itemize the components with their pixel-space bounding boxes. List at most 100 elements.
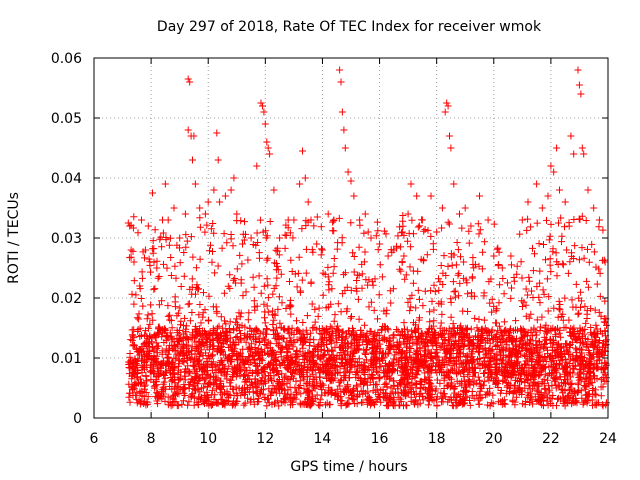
data-point: [488, 308, 496, 316]
data-point: [146, 261, 154, 269]
data-point: [526, 399, 534, 406]
data-point: [398, 229, 406, 237]
data-point: [144, 311, 152, 319]
data-point: [426, 380, 434, 388]
data-point: [550, 168, 558, 176]
data-point: [400, 319, 408, 327]
data-point: [135, 310, 143, 318]
data-point: [424, 395, 432, 402]
data-point: [199, 339, 207, 347]
data-point: [248, 346, 256, 354]
data-point: [209, 220, 217, 227]
data-point: [162, 234, 170, 241]
data-point: [162, 348, 170, 356]
data-point: [292, 358, 299, 366]
data-point: [241, 399, 249, 407]
data-point: [394, 361, 402, 369]
data-point: [256, 216, 264, 224]
data-point: [455, 292, 463, 300]
data-point: [296, 180, 304, 188]
data-point: [374, 315, 381, 323]
data-point: [151, 383, 159, 391]
data-point: [470, 264, 478, 272]
data-point: [170, 391, 178, 399]
data-point: [540, 290, 548, 298]
data-point: [220, 230, 228, 238]
data-point: [580, 150, 588, 158]
data-point: [337, 308, 345, 316]
data-point: [137, 295, 145, 302]
data-point: [328, 324, 336, 332]
data-point: [473, 324, 481, 332]
data-point: [266, 150, 274, 158]
data-point: [222, 320, 230, 328]
data-point: [591, 306, 599, 314]
data-point: [263, 232, 271, 240]
data-point: [601, 297, 609, 305]
data-point: [147, 338, 155, 346]
data-point: [455, 269, 463, 277]
data-point: [324, 263, 332, 271]
data-point: [311, 305, 319, 313]
data-point: [242, 338, 250, 346]
data-point: [171, 303, 179, 311]
data-point: [347, 219, 355, 227]
data-point: [196, 301, 204, 308]
data-point: [534, 380, 542, 388]
data-point: [380, 336, 388, 344]
data-point: [545, 293, 553, 301]
data-point: [330, 263, 338, 271]
data-point: [376, 261, 384, 269]
data-point: [210, 186, 218, 194]
data-point: [279, 335, 287, 343]
data-point: [331, 311, 339, 319]
data-point: [567, 132, 575, 140]
data-point: [272, 282, 280, 290]
data-point: [499, 345, 507, 353]
data-point: [382, 359, 390, 367]
data-point: [404, 237, 412, 245]
data-point: [240, 236, 248, 244]
data-point: [196, 350, 204, 358]
data-point: [347, 314, 355, 322]
data-point: [138, 274, 146, 282]
data-point: [447, 250, 455, 258]
data-point: [498, 343, 506, 351]
data-point: [484, 401, 492, 409]
data-point: [208, 386, 216, 394]
data-point: [333, 369, 341, 377]
data-point: [542, 321, 550, 329]
data-point: [316, 366, 324, 374]
data-point: [261, 319, 269, 327]
data-point: [308, 300, 316, 308]
data-point: [515, 389, 523, 397]
data-point: [603, 399, 610, 407]
data-point: [302, 380, 310, 388]
data-point: [448, 261, 456, 269]
data-point: [597, 312, 605, 320]
data-point: [533, 219, 541, 227]
data-point: [289, 343, 297, 351]
data-point: [266, 361, 274, 368]
data-point: [146, 320, 154, 328]
data-point: [263, 275, 271, 283]
data-point: [456, 210, 463, 218]
data-point: [353, 271, 361, 279]
data-point: [310, 336, 318, 344]
data-point: [476, 226, 484, 234]
data-point: [517, 258, 525, 266]
data-point: [269, 290, 277, 298]
data-point: [597, 392, 605, 400]
data-point: [500, 318, 508, 326]
data-point: [492, 319, 500, 327]
y-tick-label: 0.03: [51, 231, 82, 247]
data-point: [270, 186, 278, 194]
data-point: [305, 342, 313, 350]
data-point: [582, 319, 590, 327]
data-point: [426, 350, 434, 358]
data-point: [378, 273, 386, 281]
data-point: [547, 162, 555, 170]
data-point: [358, 270, 366, 278]
data-point: [504, 279, 511, 287]
data-point: [376, 374, 384, 382]
